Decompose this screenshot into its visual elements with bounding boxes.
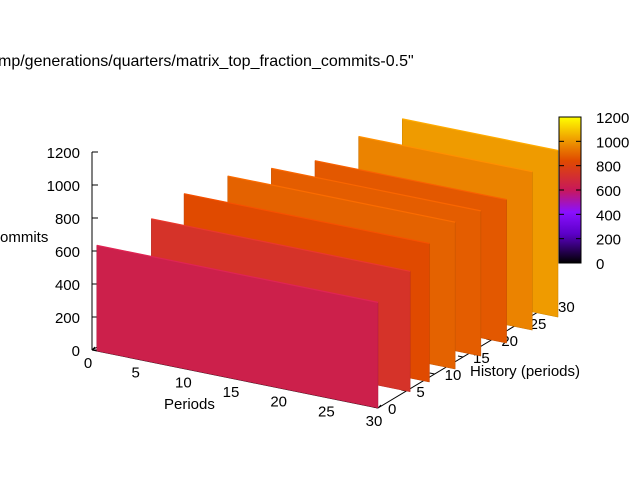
colorbar-ticks: 0 200 400 600 800 1000 1200 xyxy=(559,110,629,273)
x-tick-label: 0 xyxy=(84,355,92,372)
colorbar-tick-label: 0 xyxy=(596,256,604,273)
y-tick-label: 10 xyxy=(445,367,462,384)
colorbar-tick-label: 200 xyxy=(596,232,621,249)
y-tick-label: 0 xyxy=(388,401,396,418)
z-tick-label: 200 xyxy=(55,310,80,327)
x-tick-label: 25 xyxy=(318,403,335,420)
z-axis-label: ommits xyxy=(0,229,48,246)
y-tick-label: 5 xyxy=(416,384,424,401)
surface-ridge xyxy=(402,118,559,152)
chart-title: mp/generations/quarters/matrix_top_fract… xyxy=(0,53,414,70)
surface-ridge xyxy=(314,160,507,201)
x-tick-mark xyxy=(377,404,382,409)
colorbar-tick-label: 400 xyxy=(596,207,621,224)
z-tick-label: 1000 xyxy=(47,178,80,195)
z-tick-label: 0 xyxy=(72,343,80,360)
x-tick-label: 30 xyxy=(366,413,383,430)
z-tick-label: 400 xyxy=(55,277,80,294)
y-tick-label: 25 xyxy=(530,316,547,333)
x-tick-label: 20 xyxy=(270,394,287,411)
y-axis-label: History (periods) xyxy=(470,363,580,380)
z-tick-label: 800 xyxy=(55,211,80,228)
surface-ridge xyxy=(271,167,481,212)
surface-ridge xyxy=(183,193,430,245)
x-tick-label: 10 xyxy=(175,374,192,391)
surface xyxy=(96,118,559,409)
z-tick-label: 1200 xyxy=(47,145,80,162)
z-axis-ticks: 0 200 400 600 800 1000 1200 xyxy=(47,145,98,360)
z-tick-label: 600 xyxy=(55,244,80,261)
x-tick-label: 15 xyxy=(223,384,240,401)
surface-ridge xyxy=(96,244,379,303)
surface-ridge xyxy=(151,218,411,272)
colorbar-tick-label: 600 xyxy=(596,183,621,200)
x-tick-label: 5 xyxy=(131,365,139,382)
y-tick-label: 30 xyxy=(558,299,575,316)
x-axis-label: Periods xyxy=(164,396,215,413)
colorbar-tick-label: 800 xyxy=(596,159,621,176)
y-tick-mark xyxy=(457,355,464,358)
colorbar-tick-label: 1000 xyxy=(596,134,629,151)
y-tick-mark xyxy=(429,372,435,375)
surface-ridge xyxy=(227,175,456,223)
surface-ridge xyxy=(358,135,533,173)
colorbar-tick-label: 1200 xyxy=(596,110,629,127)
x-tick-mark xyxy=(91,346,96,351)
